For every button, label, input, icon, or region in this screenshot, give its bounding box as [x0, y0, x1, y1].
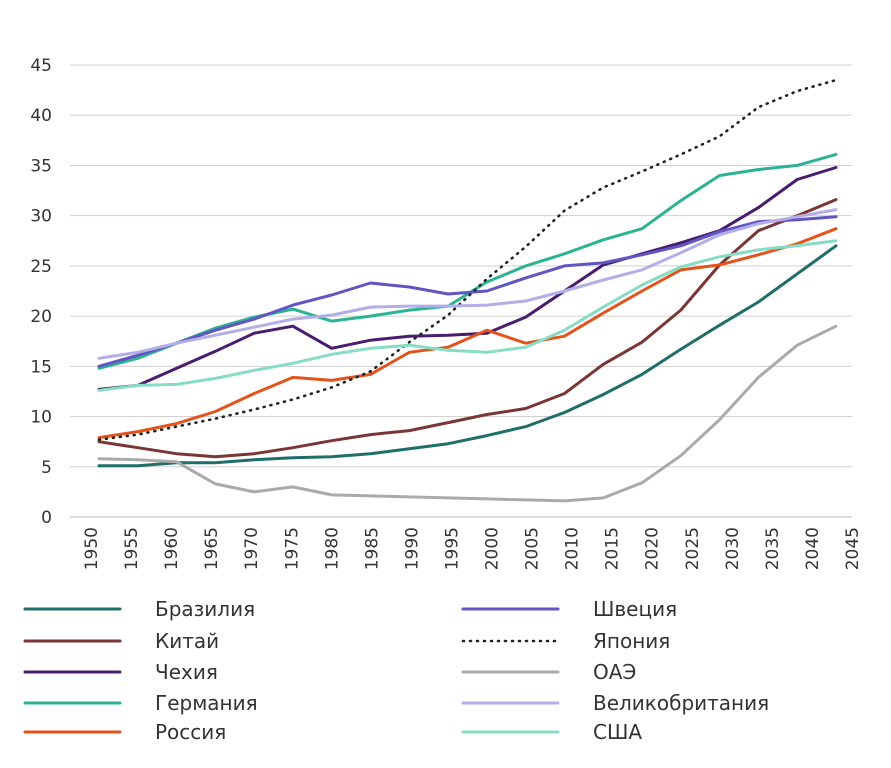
- x-tick-label: 1985: [362, 527, 382, 570]
- legend-item: Германия: [23, 691, 258, 715]
- series-line-7: [97, 324, 838, 503]
- legend-label: Германия: [155, 691, 258, 715]
- x-tick-label: 1975: [282, 527, 302, 570]
- x-tick-label: 1990: [402, 527, 422, 570]
- legend: Бразилия Китай Чехия Германия Россия Швеция Яп…: [23, 597, 769, 744]
- x-tick-label: 1955: [122, 527, 142, 570]
- legend-label: Россия: [155, 720, 226, 744]
- y-tick-label: 15: [30, 357, 52, 377]
- series-line-3: [97, 152, 838, 370]
- legend-item: Великобритания: [461, 691, 769, 715]
- legend-item: США: [461, 720, 642, 744]
- x-tick-label: 1950: [82, 527, 102, 570]
- y-tick-label: 10: [30, 408, 52, 428]
- x-tick-label: 1980: [322, 527, 342, 570]
- series-line-8: [97, 208, 838, 360]
- x-tick-label: 2010: [563, 527, 583, 570]
- x-tick-label: 2025: [683, 527, 703, 570]
- y-tick-label: 45: [30, 56, 52, 76]
- x-tick-label: 2030: [723, 527, 743, 570]
- legend-item: Япония: [461, 629, 670, 653]
- legend-item: Швеция: [461, 597, 677, 621]
- y-tick-label: 40: [30, 106, 52, 126]
- legend-label: Чехия: [155, 660, 218, 684]
- series-line-9: [97, 239, 838, 392]
- y-tick-label: 25: [30, 257, 52, 277]
- legend-item: ОАЭ: [461, 660, 636, 684]
- x-tick-label: 1965: [202, 527, 222, 570]
- legend-label: Швеция: [593, 597, 677, 621]
- grid: [70, 64, 852, 518]
- x-axis-ticks: 1950 1955 1960 1965 1970 1975 1980 1985 1990 1995…: [82, 527, 863, 570]
- legend-label: Великобритания: [593, 691, 769, 715]
- series-line-2: [97, 166, 838, 391]
- legend-item: Чехия: [23, 660, 218, 684]
- legend-item: Бразилия: [23, 597, 255, 621]
- x-tick-label: 2035: [763, 527, 783, 570]
- y-tick-label: 5: [41, 458, 52, 478]
- series-line-0: [97, 244, 838, 468]
- x-tick-label: 1960: [162, 527, 182, 570]
- legend-label: США: [593, 720, 642, 744]
- x-tick-label: 2005: [523, 527, 543, 570]
- x-tick-label: 2015: [603, 527, 623, 570]
- legend-item: Россия: [23, 720, 226, 744]
- x-tick-label: 2000: [483, 527, 503, 570]
- y-tick-label: 0: [41, 508, 52, 528]
- x-tick-label: 1995: [442, 527, 462, 570]
- legend-label: Япония: [593, 629, 670, 653]
- series-lines: [97, 78, 838, 503]
- series-line-4: [97, 227, 838, 440]
- y-tick-label: 35: [30, 156, 52, 176]
- x-tick-label: 1970: [242, 527, 262, 570]
- legend-label: Бразилия: [155, 597, 255, 621]
- legend-label: ОАЭ: [593, 660, 636, 684]
- x-tick-label: 2045: [843, 527, 863, 570]
- x-tick-label: 2020: [643, 527, 663, 570]
- legend-item: Китай: [23, 629, 219, 653]
- series-line-5: [97, 215, 838, 368]
- y-tick-label: 20: [30, 307, 52, 327]
- series-line-6: [97, 78, 838, 442]
- y-tick-label: 30: [30, 207, 52, 227]
- y-axis-ticks: 0 5 10 15 20 25 30 35 40 45: [30, 56, 52, 528]
- series-line-1: [97, 198, 838, 459]
- legend-label: Китай: [155, 629, 219, 653]
- x-tick-label: 2040: [803, 527, 823, 570]
